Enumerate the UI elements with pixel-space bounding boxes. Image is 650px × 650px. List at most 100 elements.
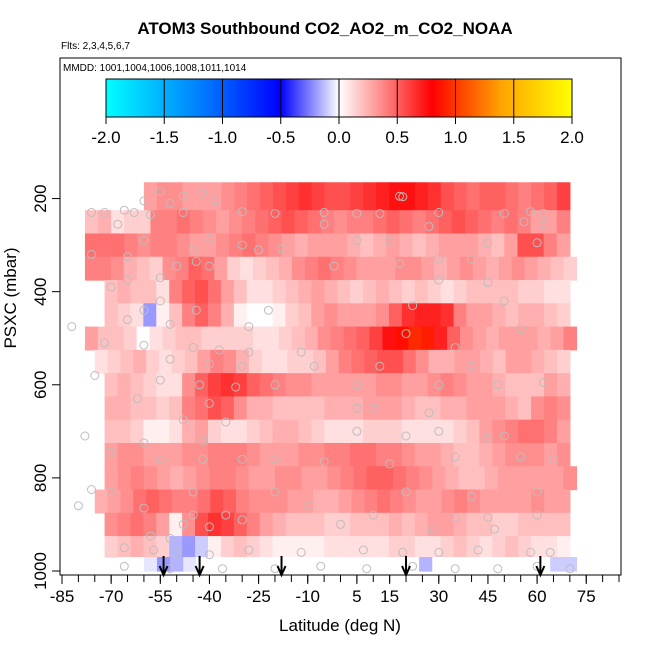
heatmap-cell	[260, 182, 274, 211]
heatmap-cell	[324, 303, 338, 328]
heatmap-cell	[440, 419, 455, 444]
heatmap-cell	[382, 326, 396, 351]
heatmap-cell	[272, 280, 287, 304]
heatmap-cell	[556, 233, 571, 258]
heatmap-cell	[314, 466, 328, 491]
heatmap-cell	[388, 419, 403, 444]
heatmap-cell	[447, 326, 461, 351]
heatmap-cell	[379, 557, 394, 572]
heatmap-cell	[188, 256, 202, 281]
heatmap-cell	[363, 280, 377, 304]
sample-marker	[231, 382, 241, 392]
heatmap-cell	[84, 233, 99, 258]
heatmap-cell	[233, 303, 248, 328]
heatmap-cell	[492, 489, 507, 514]
heatmap-cell	[427, 280, 442, 304]
sample-marker	[237, 207, 247, 217]
sample-marker	[270, 380, 280, 390]
heatmap-cell	[320, 233, 335, 258]
heatmap-cell	[453, 182, 468, 211]
heatmap-cell	[363, 396, 377, 421]
heatmap-cell	[229, 210, 243, 235]
sample-marker	[139, 196, 149, 206]
heatmap-cell	[492, 396, 506, 421]
sample-marker	[211, 196, 221, 206]
heatmap-cell	[156, 396, 170, 421]
sample-marker	[385, 236, 395, 245]
heatmap-cell	[130, 419, 144, 444]
heatmap-cell	[350, 512, 364, 537]
heatmap-cell	[285, 373, 300, 398]
colorbar-tick-label: -1.5	[150, 128, 179, 147]
heatmap-cell	[388, 280, 403, 304]
heatmap-cell	[556, 396, 571, 421]
heatmap-cell	[189, 233, 204, 258]
heatmap-cell	[460, 326, 474, 351]
heatmap-cell	[388, 396, 403, 421]
heatmap-cell	[428, 349, 443, 374]
heatmap-cell	[440, 512, 455, 537]
heatmap-cell	[458, 466, 473, 491]
heatmap-cell	[453, 396, 468, 421]
heatmap-cell	[382, 256, 396, 281]
heatmap-cell	[356, 326, 371, 351]
heatmap-cell	[207, 442, 222, 467]
heatmap-cell	[523, 557, 538, 572]
heatmap-cell	[518, 373, 532, 398]
heatmap-cell	[504, 210, 519, 235]
heatmap-cell	[288, 557, 302, 572]
heatmap-cell	[479, 396, 493, 421]
sample-marker	[401, 431, 411, 441]
sample-marker	[204, 261, 214, 271]
heatmap-cell	[120, 489, 134, 514]
heatmap-cell	[189, 210, 204, 235]
heatmap-cell	[353, 466, 368, 491]
heatmap-cell	[479, 442, 493, 467]
heatmap-cell	[233, 512, 248, 537]
heatmap-cell	[201, 326, 215, 351]
heatmap-cell	[307, 233, 322, 258]
heatmap-cell	[550, 326, 565, 351]
heatmap-cell	[182, 419, 196, 444]
heatmap-cell	[136, 256, 151, 281]
heatmap-cell	[484, 466, 499, 491]
heatmap-cell	[175, 256, 189, 281]
sample-marker	[434, 547, 444, 557]
heatmap-cell	[176, 210, 191, 235]
heatmap-cell	[150, 233, 165, 258]
sample-marker	[358, 545, 368, 555]
heatmap-cell	[544, 419, 558, 444]
sample-marker	[490, 524, 499, 534]
sample-marker	[119, 543, 129, 553]
heatmap-cell	[472, 326, 487, 351]
sample-marker	[146, 210, 155, 220]
heatmap-cell	[376, 512, 390, 537]
heatmap-cell	[414, 303, 429, 328]
heatmap-cell	[401, 373, 416, 398]
heatmap-cell	[298, 182, 313, 211]
sample-marker	[296, 347, 306, 357]
heatmap-cell	[363, 303, 377, 328]
heatmap-cell	[235, 466, 250, 491]
heatmap-cell	[386, 210, 401, 235]
heatmap-cell	[556, 373, 571, 398]
heatmap-cell	[399, 210, 414, 235]
y-axis-label: PSXC (mbar)	[1, 247, 20, 348]
heatmap-cell	[285, 442, 300, 467]
sample-marker	[214, 345, 224, 355]
heatmap-cell	[246, 512, 261, 537]
heatmap-cell	[240, 326, 254, 351]
heatmap-cell	[466, 442, 480, 467]
sample-marker	[424, 222, 434, 231]
colorbar: -2.0 -1.5 -1.0 -0.5 0.0 0.5 1.0 1.5 2.0	[91, 78, 584, 147]
heatmap-cell	[246, 442, 261, 467]
heatmap-cell	[395, 256, 409, 281]
sample-marker	[237, 454, 247, 464]
heatmap-cell	[544, 489, 558, 514]
sample-marker	[73, 501, 83, 511]
heatmap-cell	[130, 442, 144, 467]
sample-marker	[499, 296, 509, 306]
sample-marker	[221, 510, 231, 520]
sample-marker	[375, 361, 385, 371]
heatmap-cell	[399, 233, 414, 258]
